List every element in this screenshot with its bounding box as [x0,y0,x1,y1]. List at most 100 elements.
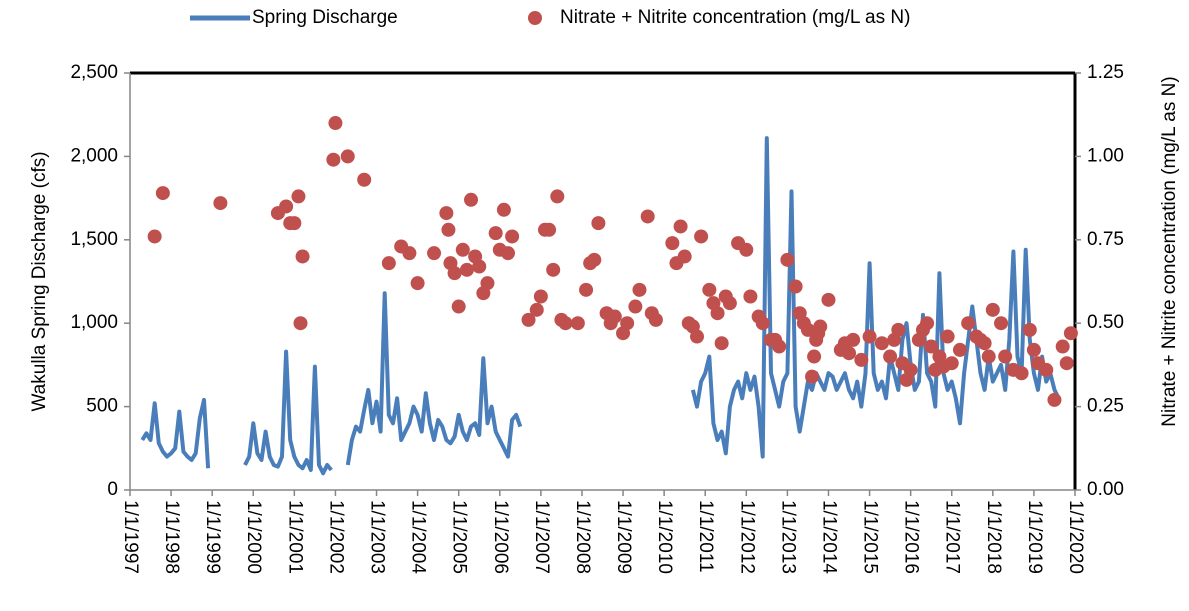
scatter-point [501,246,515,261]
scatter-point [570,316,585,331]
scatter-point [981,349,996,364]
scatter-point [480,276,495,291]
scatter-point [821,292,836,307]
x-tick-label: 1/1/2017 [942,500,963,574]
scatter-point [807,349,822,364]
scatter-point [665,236,680,251]
scatter-point [924,339,939,354]
x-tick-label: 1/1/2011 [695,500,716,573]
x-tick-label: 1/1/1998 [161,500,182,574]
scatter-point [903,362,918,377]
scatter-point [755,316,770,331]
scatter-point [677,249,692,264]
x-tick-label: 1/1/1997 [120,500,141,574]
x-tick-label: 1/1/2013 [777,500,798,574]
scatter-point [287,216,302,231]
scatter-point [1063,326,1078,341]
x-tick-label: 1/1/2008 [572,500,593,574]
x-tick-label: 1/1/2001 [284,500,305,574]
scatter-point [441,222,456,237]
scatter-point [558,316,573,331]
scatter-point [780,252,795,267]
scatter-point [340,149,355,164]
x-tick-label: 1/1/1999 [202,500,223,574]
scatter-point [447,266,462,281]
scatter-point [496,202,511,217]
scatter-point [628,299,643,314]
x-tick-label: 1/1/2009 [613,500,634,574]
scatter-point [546,262,561,277]
discharge-line [140,136,1061,476]
scatter-point [1039,362,1054,377]
x-tick-label: 1/1/2006 [490,500,511,574]
scatter-point [632,282,647,297]
scatter-point [944,356,959,371]
scatter-point [155,186,170,201]
x-tick-label: 1/1/2018 [983,500,1004,574]
x-tick-label: 1/1/2015 [860,500,881,574]
scatter-point [488,226,503,241]
scatter-point [291,189,306,204]
x-tick-label: 1/1/2014 [818,500,839,574]
scatter-point [891,322,906,337]
scatter-point [940,329,955,344]
scatter-point [328,116,343,131]
scatter-point [357,172,372,187]
scatter-point [505,229,520,244]
y-tick-label: 500 [86,396,118,417]
scatter-point [1026,342,1041,357]
scatter-point [977,336,992,351]
scatter-point [846,332,861,347]
scatter-point [410,276,425,291]
scatter-point [722,296,737,311]
legend-swatch [528,11,542,25]
y2-tick-label: 0.50 [1087,312,1124,333]
scatter-point [985,302,1000,317]
scatter-point [739,242,754,257]
legend-label: Spring Discharge [252,7,398,28]
scatter-point [587,252,602,267]
scatter-point [690,329,704,344]
scatter-point [788,279,803,294]
y-tick-label: 1,000 [70,312,118,333]
x-tick-label: 1/1/2012 [736,500,757,574]
y-tick-label: 2,500 [70,62,118,83]
scatter-point [293,316,308,331]
scatter-point [1014,366,1029,381]
y-tick-label: 0 [107,479,118,500]
scatter-point [521,312,536,327]
x-tick-label: 1/1/2002 [325,500,346,574]
scatter-point [648,312,663,327]
scatter-point [813,319,828,334]
y2-tick-label: 1.00 [1087,145,1124,166]
scatter-point [994,316,1009,331]
scatter-point [472,259,487,274]
scatter-point [459,262,474,277]
scatter-point [998,349,1013,364]
x-tick-label: 1/1/2010 [654,500,675,574]
x-tick-label: 1/1/2004 [408,500,429,574]
scatter-point [620,316,635,331]
scatter-point [805,369,820,384]
legend-label: Nitrate + Nitrite concentration (mg/L as… [560,7,910,28]
scatter-point [529,302,544,317]
scatter-point [1047,392,1062,407]
scatter-point [579,282,594,297]
scatter-point [147,229,162,244]
y2-tick-label: 1.25 [1087,62,1124,83]
scatter-point [862,329,877,344]
scatter-point [607,309,622,324]
x-tick-label: 1/1/2000 [243,500,264,574]
scatter-point [279,199,294,214]
scatter-point [743,289,758,304]
scatter-point [464,192,479,207]
scatter-point [710,306,725,321]
scatter-point [295,249,310,264]
y-axis-title: Wakulla Spring Discharge (cfs) [29,151,50,411]
scatter-point [591,216,606,231]
y-tick-label: 2,000 [70,145,118,166]
scatter-point [673,219,688,234]
x-tick-label: 1/1/2007 [531,500,552,574]
scatter-point [842,346,857,361]
